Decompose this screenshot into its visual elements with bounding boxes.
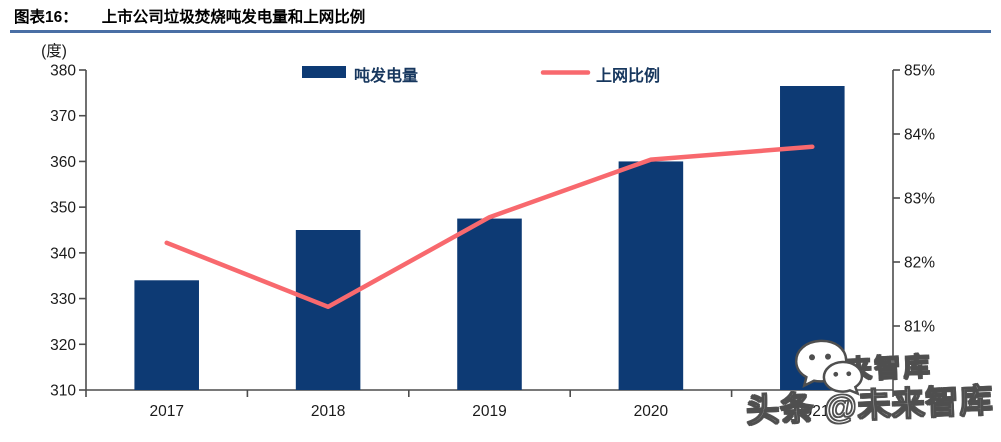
left-tick-label: 360 (50, 154, 76, 171)
figure-header: 图表16： 上市公司垃圾焚烧吨发电量和上网比例 (14, 5, 365, 27)
combo-chart: 380 370 360 350 340 330 320 310 85% 84% 83% 82% 81% (… (41, 42, 935, 420)
x-category-label: 2021 (795, 403, 829, 420)
legend-bar-swatch (302, 66, 346, 78)
right-tick-label: 82% (904, 255, 935, 272)
right-tick-label: 81% (904, 319, 935, 336)
x-category-label: 2017 (149, 403, 183, 420)
left-tick-label: 350 (50, 200, 76, 217)
figure-number: 图表16： (14, 9, 78, 26)
bar-2017 (134, 280, 199, 390)
x-category-label: 2019 (472, 403, 506, 420)
bar-2020 (618, 161, 684, 390)
x-category-label: 2018 (311, 403, 345, 420)
figure-title: 上市公司垃圾焚烧吨发电量和上网比例 (101, 9, 366, 26)
right-tick-label: 84% (904, 127, 935, 144)
title-underline (10, 30, 991, 33)
left-tick-label: 380 (50, 63, 76, 80)
left-tick-label: 370 (50, 108, 76, 125)
legend-line-label: 上网比例 (596, 66, 660, 85)
right-tick-label: 83% (904, 191, 935, 208)
legend-bar-label: 吨发电量 (354, 66, 418, 85)
left-tick-label: 330 (50, 291, 76, 308)
left-axis-unit: (度) (41, 42, 67, 60)
bar-2019 (457, 218, 522, 390)
right-tick-label: 85% (904, 63, 935, 80)
bar-2018 (295, 230, 361, 390)
left-tick-label: 320 (50, 337, 76, 354)
ratio-line (164, 144, 815, 310)
left-tick-label: 310 (50, 383, 76, 400)
bar-2021 (780, 86, 845, 390)
x-category-label: 2020 (634, 403, 669, 420)
left-tick-label: 340 (50, 245, 76, 262)
